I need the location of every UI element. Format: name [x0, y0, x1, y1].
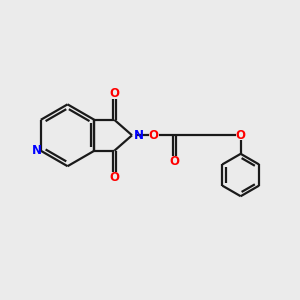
Text: O: O [169, 155, 179, 168]
Text: O: O [148, 129, 158, 142]
Text: O: O [236, 129, 246, 142]
Text: O: O [110, 171, 119, 184]
Text: N: N [32, 144, 42, 157]
Text: O: O [110, 87, 119, 100]
Text: N: N [134, 129, 144, 142]
